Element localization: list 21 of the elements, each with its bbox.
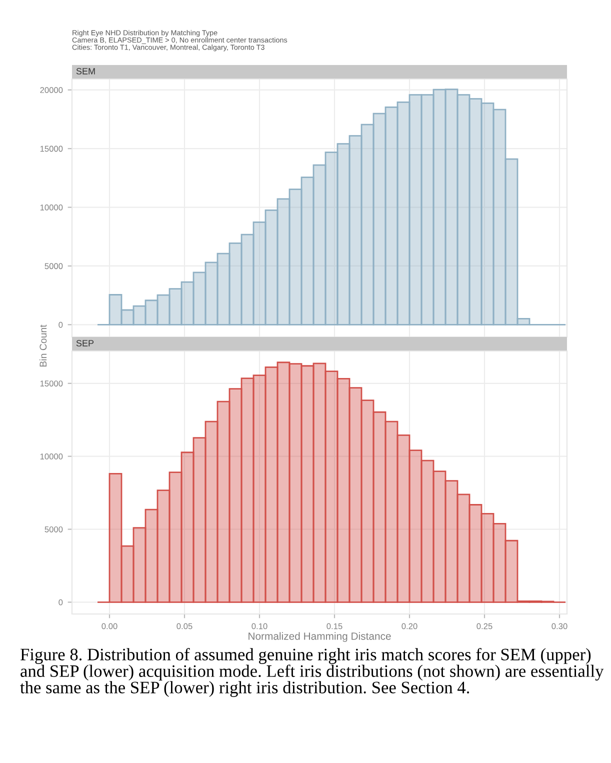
y-tick-label: 10000 <box>40 454 63 460</box>
y-tick-label: 20000 <box>40 87 63 94</box>
x-axis-title: Normalized Hamming Distance <box>248 632 391 642</box>
chart-title: SEM <box>76 68 95 74</box>
chart-title: SEP <box>76 340 94 346</box>
y-tick-label: 15000 <box>40 146 63 152</box>
x-tick-label: 0.20 <box>402 623 418 630</box>
y-tick-label: 5000 <box>44 263 63 270</box>
y-tick-label: 0 <box>58 322 63 328</box>
x-tick-label: 0.00 <box>102 623 118 630</box>
y-tick-label: 10000 <box>40 204 63 210</box>
x-tick-label: 0.10 <box>252 623 268 630</box>
caption: Figure 8. Distribution of assumed genuine right iris match scores for SEM (upper) and SEP (lower) acquisition mode. Left iris distributions (not shown) are essentially the same as the SEP (lower) right iris distribution. See Section 4. <box>20 648 604 697</box>
y-tick-label: 15000 <box>40 380 63 386</box>
x-tick-label: 0.05 <box>176 623 192 630</box>
x-tick-label: 0.30 <box>552 623 568 630</box>
y-tick-label: 0 <box>58 599 63 606</box>
y-tick-label: 5000 <box>44 526 63 532</box>
x-tick-label: 0.15 <box>326 623 342 630</box>
x-tick-label: 0.25 <box>476 623 492 630</box>
y-axis-title: Bin Count <box>39 324 47 367</box>
